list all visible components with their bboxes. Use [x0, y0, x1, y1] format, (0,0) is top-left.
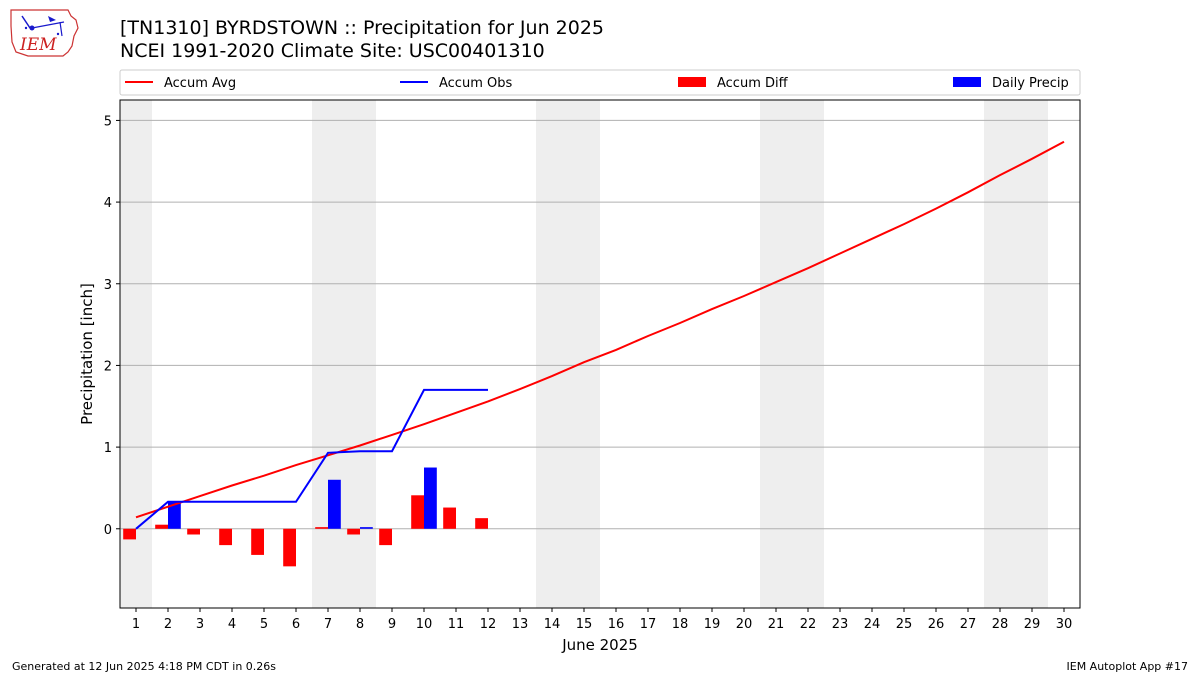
weekend-band-day-14: [536, 100, 568, 608]
x-tick-label-17: 17: [640, 617, 657, 632]
legend-box: [119, 69, 1081, 96]
weekend-band-day-21: [760, 100, 792, 608]
x-tick-label-1: 1: [132, 617, 140, 632]
x-tick-label-25: 25: [896, 617, 913, 632]
y-tick-label-5: 5: [104, 114, 112, 129]
weekend-band-day-15: [568, 100, 600, 608]
x-tick-label-5: 5: [260, 617, 268, 632]
accum-diff-bar-day-11: [443, 507, 456, 529]
x-tick-label-19: 19: [704, 617, 721, 632]
accum-obs-line: [135, 388, 488, 530]
weekend-band-day-8: [344, 100, 376, 608]
y-axis-ticks: 0 1 2 3 4 5: [104, 114, 120, 538]
weekend-band-day-1: [120, 100, 152, 608]
chart-subtitle: NCEI 1991-2020 Climate Site: USC00401310: [120, 40, 545, 62]
iem-logo: IEM: [8, 6, 82, 60]
x-tick-label-29: 29: [1024, 617, 1041, 632]
x-axis-ticks: 1 2 3 4 5 6 7 8 9 10 11 12 13 14 15 16 17 18 19 20 21 22 23 24 2…: [132, 608, 1072, 632]
weekend-band-day-28: [984, 100, 1016, 608]
y-tick-label-3: 3: [104, 278, 112, 293]
accum-diff-bar-day-4: [219, 528, 232, 546]
bars: [123, 467, 488, 567]
y-tick-label-0: 0: [104, 523, 112, 538]
x-tick-label-15: 15: [576, 617, 593, 632]
accum-diff-bar-day-9: [379, 528, 392, 546]
accum-diff-bar-day-12: [475, 518, 488, 529]
weekend-band-day-29: [1016, 100, 1048, 608]
y-axis-label: Precipitation [inch]: [78, 283, 96, 425]
x-tick-label-14: 14: [544, 617, 561, 632]
chart-title: [TN1310] BYRDSTOWN :: Precipitation for …: [120, 17, 605, 39]
accum-diff-bar-day-7: [315, 527, 328, 529]
x-tick-label-4: 4: [228, 617, 236, 632]
x-axis-label: June 2025: [561, 636, 638, 654]
accum-diff-bar-day-6: [283, 528, 296, 567]
generated-footer: Generated at 12 Jun 2025 4:18 PM CDT in …: [12, 660, 277, 673]
daily-precip-bar-day-7: [328, 479, 341, 529]
x-tick-label-2: 2: [164, 617, 172, 632]
legend-accum-diff-swatch: [678, 77, 706, 87]
x-tick-label-30: 30: [1056, 617, 1073, 632]
accum-diff-bar-day-10: [411, 495, 424, 529]
x-tick-label-18: 18: [672, 617, 689, 632]
legend-accum-obs-label: Accum Obs: [439, 76, 512, 91]
accum-diff-bar-day-3: [187, 528, 200, 535]
x-tick-label-8: 8: [356, 617, 364, 632]
logo-text: IEM: [19, 35, 57, 55]
x-tick-label-6: 6: [292, 617, 300, 632]
x-tick-label-12: 12: [480, 617, 497, 632]
daily-precip-bar-day-2: [168, 501, 181, 529]
x-tick-label-3: 3: [196, 617, 204, 632]
weekend-band-day-7: [312, 100, 344, 608]
x-tick-label-13: 13: [512, 617, 529, 632]
plot-frame: [119, 99, 1081, 609]
accum-diff-bar-day-1: [123, 528, 136, 540]
x-tick-label-22: 22: [800, 617, 817, 632]
legend-daily-precip-swatch: [953, 77, 981, 87]
y-tick-label-4: 4: [104, 196, 112, 211]
grid-lines: [120, 119, 1080, 530]
series-lines: [135, 140, 1065, 530]
x-tick-label-28: 28: [992, 617, 1009, 632]
accum-avg-line: [135, 140, 1065, 519]
app-footer: IEM Autoplot App #17: [1066, 660, 1189, 673]
legend-daily-precip-label: Daily Precip: [992, 76, 1069, 91]
x-tick-label-21: 21: [768, 617, 785, 632]
accum-diff-bar-day-8: [347, 528, 360, 535]
accum-diff-bar-day-2: [155, 524, 168, 529]
x-tick-label-10: 10: [416, 617, 433, 632]
x-tick-label-27: 27: [960, 617, 977, 632]
daily-precip-bar-day-10: [424, 467, 437, 529]
x-tick-label-24: 24: [864, 617, 881, 632]
x-tick-label-16: 16: [608, 617, 625, 632]
weekend-band-day-22: [792, 100, 824, 608]
accum-diff-bar-day-5: [251, 528, 264, 555]
x-tick-label-20: 20: [736, 617, 753, 632]
y-tick-label-2: 2: [104, 359, 112, 374]
daily-precip-bar-day-8: [360, 527, 373, 529]
x-tick-label-7: 7: [324, 617, 332, 632]
y-tick-label-1: 1: [104, 441, 112, 456]
iem-logo-icon: IEM: [10, 9, 79, 57]
legend-accum-avg-label: Accum Avg: [164, 76, 236, 91]
legend: Accum Avg Accum Obs Accum Diff Daily Precip: [119, 69, 1081, 96]
legend-accum-diff-label: Accum Diff: [717, 76, 789, 91]
x-tick-label-9: 9: [388, 617, 396, 632]
x-tick-label-11: 11: [448, 617, 465, 632]
x-tick-label-26: 26: [928, 617, 945, 632]
x-tick-label-23: 23: [832, 617, 849, 632]
